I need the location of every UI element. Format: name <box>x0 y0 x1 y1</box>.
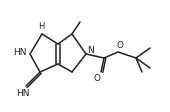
Text: H: H <box>38 22 44 30</box>
Text: HN: HN <box>16 88 30 98</box>
Text: HN: HN <box>13 47 27 56</box>
Text: N: N <box>88 45 94 55</box>
Text: O: O <box>94 73 100 83</box>
Text: O: O <box>116 41 123 50</box>
